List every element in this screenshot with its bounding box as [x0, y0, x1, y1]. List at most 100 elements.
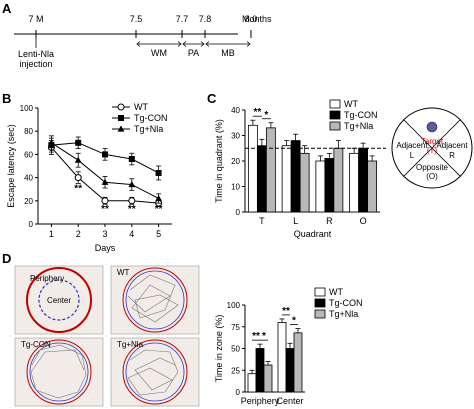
- x-tick-label: O: [360, 216, 367, 226]
- legend-label: WT: [134, 102, 148, 112]
- bar: [367, 160, 378, 213]
- bar: [263, 364, 273, 393]
- x-tick-label: Center: [276, 396, 303, 406]
- legend-swatch: [314, 298, 326, 308]
- bar: [247, 373, 257, 393]
- arena-inner-ring: [29, 342, 89, 402]
- center-zone-ring: [38, 279, 80, 321]
- y-axis-label: Time in zone (%): [214, 315, 224, 383]
- bar: [324, 158, 335, 213]
- wt-tile-label: WT: [117, 268, 130, 277]
- panel-label-b: B: [2, 91, 11, 106]
- y-tick-label: 50: [231, 345, 240, 354]
- bar: [285, 348, 295, 393]
- data-point: [75, 139, 82, 146]
- arena-outer-ring: [122, 267, 188, 333]
- data-point: [101, 178, 109, 185]
- data-point: [48, 139, 55, 146]
- y-tick-label: 100: [20, 104, 34, 113]
- legend-label: WT: [329, 287, 343, 297]
- swim-path-tgcon: [30, 344, 87, 399]
- data-point: [128, 180, 136, 188]
- quadrant-diagram: Target (T) Adjacent L Adjacent R Opposit…: [391, 107, 473, 189]
- x-tick-label: Periphery: [241, 396, 280, 406]
- legend-swatch: [329, 121, 341, 131]
- significance-label: *: [264, 110, 268, 121]
- significance-label: **: [282, 306, 290, 317]
- arena-outer-ring: [26, 339, 92, 405]
- x-tick-label: 2: [76, 229, 81, 239]
- x-axis-label: Quadrant: [294, 229, 332, 239]
- left-quadrant-label: Adjacent: [396, 141, 428, 150]
- open-field-tile-zones: [14, 265, 104, 335]
- data-point: [101, 197, 109, 205]
- y-axis-label: Escape latency (sec): [6, 124, 16, 208]
- legend-marker: [117, 103, 125, 111]
- injection-label: Lenti-Nla: [18, 49, 54, 59]
- bar: [293, 332, 303, 393]
- bar: [333, 147, 344, 213]
- swim-path-wt: [127, 274, 179, 323]
- y-tick-label: 0: [236, 208, 241, 217]
- swim-path-tgnla: [127, 349, 179, 396]
- data-point: [74, 156, 82, 163]
- bar: [349, 152, 360, 213]
- bar: [358, 147, 369, 213]
- platform-icon: [426, 121, 438, 133]
- phase-arrow-right: [177, 41, 182, 47]
- injection-label: injection: [19, 59, 52, 69]
- significance-label: **: [128, 204, 136, 215]
- target-abbrev: (T): [427, 146, 438, 155]
- periphery-label: Periphery: [30, 274, 64, 283]
- phase-arrow-right: [200, 41, 205, 47]
- y-tick-label: 20: [231, 157, 240, 166]
- legend-label: Tg-CON: [134, 113, 168, 123]
- phase-label: WM: [151, 48, 167, 58]
- bar: [265, 127, 276, 213]
- legend-marker: [117, 125, 125, 132]
- legend-label: Tg+Nla: [329, 309, 358, 319]
- right-quadrant-label: Adjacent: [436, 141, 468, 150]
- timeline-tick-label: 7.8: [199, 14, 212, 24]
- opposite-quadrant-label: Opposite: [416, 163, 449, 172]
- significance-label: **: [155, 204, 163, 215]
- bar: [255, 348, 265, 393]
- y-tick-label: 60: [24, 150, 33, 159]
- opposite-quadrant-abbrev: (O): [426, 172, 438, 181]
- x-tick-label: 4: [129, 229, 134, 239]
- legend-swatch: [329, 99, 341, 109]
- phase-arrow-left: [136, 41, 141, 47]
- phase-arrow-right: [246, 41, 251, 47]
- left-quadrant-abbrev: L: [410, 151, 415, 160]
- legend-label: Tg+Nla: [344, 121, 373, 131]
- x-tick-label: 1: [49, 229, 54, 239]
- x-tick-label: T: [259, 216, 265, 226]
- data-point: [155, 194, 162, 202]
- significance-label: *: [262, 331, 266, 342]
- y-tick-label: 75: [231, 323, 240, 332]
- y-axis-label: Time in quadrant (%): [214, 119, 224, 203]
- timeline-tick-label: 7.7: [176, 14, 189, 24]
- timeline-unit-label: Months: [242, 14, 272, 24]
- data-point: [102, 151, 108, 158]
- y-tick-label: 40: [231, 106, 240, 115]
- significance-label: *: [292, 315, 296, 326]
- quadrant-time-chart: 0 10 20 30 40 T L R O ** * Quadrant Time in quadrant…: [214, 99, 386, 239]
- data-point: [128, 197, 136, 205]
- bar: [290, 140, 301, 213]
- significance-label: **: [253, 107, 261, 118]
- phase-label: MB: [221, 48, 235, 58]
- phase-arrow-left: [205, 41, 210, 47]
- timeline-tick-label: 8.0: [245, 14, 258, 24]
- bar: [281, 145, 292, 213]
- y-tick-label: 0: [29, 220, 34, 229]
- arena-outer-ring: [26, 267, 92, 333]
- y-tick-label: 0: [236, 388, 241, 397]
- legend-swatch: [314, 287, 326, 297]
- x-axis-label: Days: [95, 243, 116, 253]
- phase-arrow-left: [182, 41, 187, 47]
- legend-swatch: [314, 309, 326, 319]
- legend-label: Tg+Nla: [134, 124, 163, 134]
